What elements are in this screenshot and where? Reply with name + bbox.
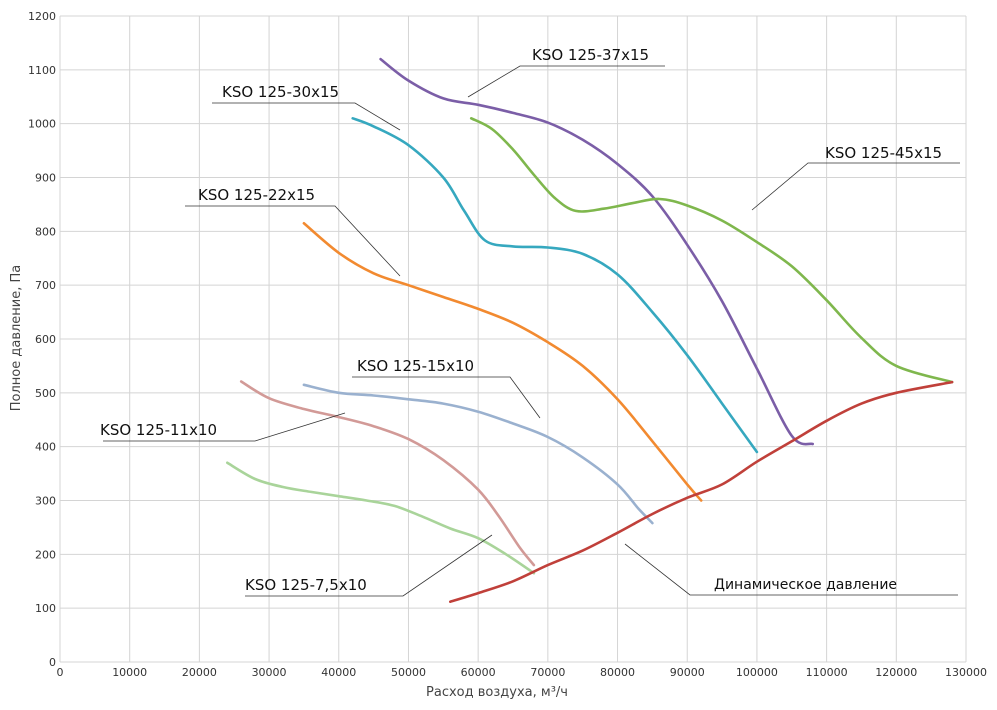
series-line-kso-125-22x15	[302, 222, 703, 502]
y-tick-label: 800	[35, 225, 56, 238]
x-tick-label: 130000	[945, 666, 987, 679]
x-tick-label: 80000	[600, 666, 635, 679]
leader-kso-22x15	[185, 205, 401, 277]
y-tick-label: 400	[35, 441, 56, 454]
label-dynamic-pressure: Динамическое давление	[714, 577, 897, 593]
leader-kso-45x15	[751, 162, 960, 211]
tick-labels: 0 10000 20000 30000 40000 50000 60000 70000 8000…	[28, 10, 987, 679]
label-kso-30x15: KSO 125-30x15	[222, 83, 339, 101]
leader-kso-7-5x10	[245, 534, 493, 597]
leader-dynamic-pressure	[624, 543, 958, 596]
y-tick-label: 1200	[28, 10, 56, 23]
label-kso-37x15: KSO 125-37x15	[532, 46, 649, 64]
y-tick-label: 300	[35, 495, 56, 508]
leader-kso-30x15	[212, 102, 401, 131]
annotation-labels: KSO 125-37x15 KSO 125-30x15 KSO 125-45x1…	[100, 46, 942, 594]
label-kso-15x10: KSO 125-15x10	[357, 357, 474, 375]
leader-kso-15x10	[352, 376, 541, 419]
series-line-kso-125-7-5x10	[226, 461, 536, 575]
y-tick-label: 200	[35, 548, 56, 561]
grid	[59, 15, 967, 663]
annotation-leaders	[103, 65, 960, 597]
x-tick-label: 20000	[182, 666, 217, 679]
x-tick-label: 120000	[875, 666, 917, 679]
label-kso-45x15: KSO 125-45x15	[825, 144, 942, 162]
label-kso-7-5x10: KSO 125-7,5x10	[245, 576, 367, 594]
series-line-kso-125-11x10	[239, 380, 536, 567]
x-tick-label: 70000	[530, 666, 565, 679]
x-tick-label: 30000	[252, 666, 287, 679]
series-line-kso-125-15x10	[302, 383, 654, 525]
x-tick-label: 0	[57, 666, 64, 679]
series-line-kso-125-30x15	[351, 117, 759, 454]
label-kso-22x15: KSO 125-22x15	[198, 186, 315, 204]
y-tick-label: 1000	[28, 118, 56, 131]
x-tick-label: 90000	[670, 666, 705, 679]
y-axis-title: Полное давление, Па	[9, 265, 24, 412]
y-tick-label: 1100	[28, 64, 56, 77]
x-tick-label: 110000	[806, 666, 848, 679]
y-tick-label: 0	[49, 656, 56, 669]
label-kso-11x10: KSO 125-11x10	[100, 421, 217, 439]
x-tick-label: 40000	[321, 666, 356, 679]
series-line-динамическое-давление	[449, 380, 954, 603]
y-tick-label: 900	[35, 172, 56, 185]
y-tick-label: 500	[35, 387, 56, 400]
series-line-kso-125-45x15	[469, 117, 954, 384]
x-axis-title: Расход воздуха, м³/ч	[426, 685, 568, 700]
leader-kso-11x10	[103, 412, 346, 442]
series	[226, 57, 954, 603]
x-tick-label: 10000	[112, 666, 147, 679]
y-tick-label: 100	[35, 602, 56, 615]
series-line-kso-125-37x15	[379, 57, 814, 446]
y-tick-label: 700	[35, 279, 56, 292]
x-tick-label: 50000	[391, 666, 426, 679]
x-tick-label: 60000	[461, 666, 496, 679]
y-tick-label: 600	[35, 333, 56, 346]
leader-kso-37x15	[467, 65, 665, 98]
x-tick-label: 100000	[736, 666, 778, 679]
